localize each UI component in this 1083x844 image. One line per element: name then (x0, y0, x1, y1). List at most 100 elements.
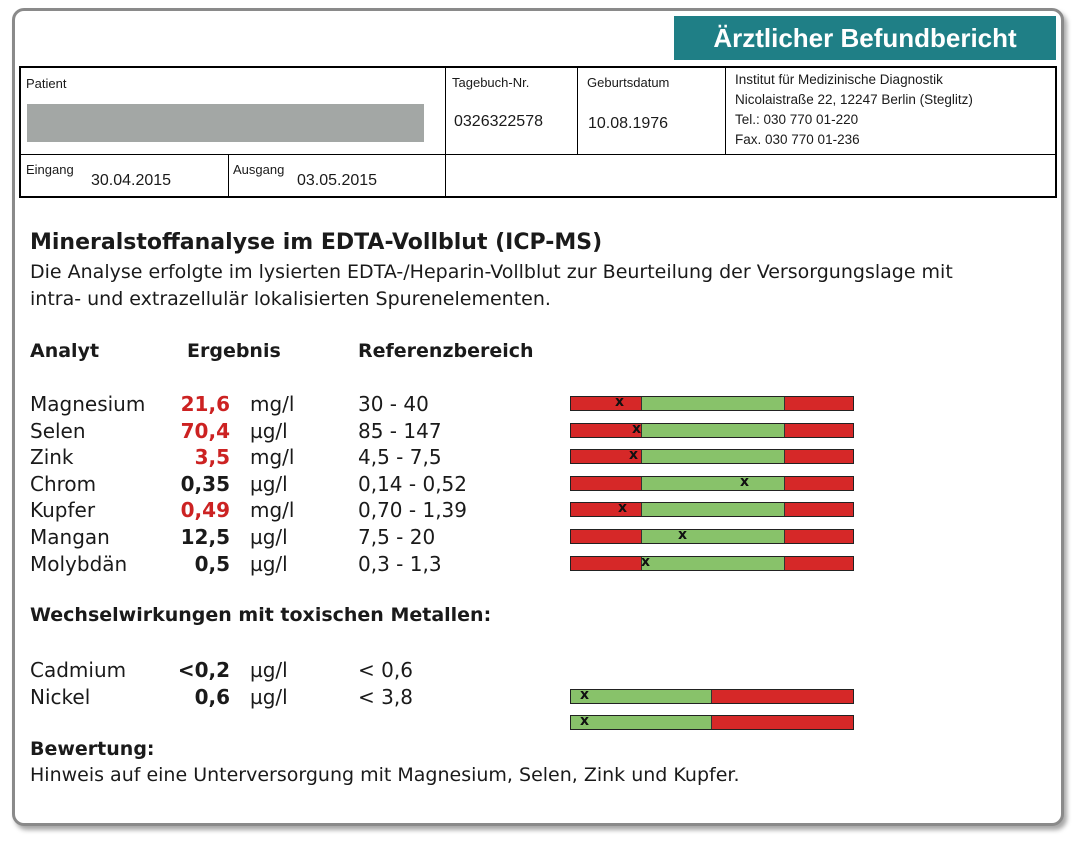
range-low-zone (571, 397, 641, 410)
analyte-reference: 0,14 - 0,52 (358, 471, 467, 496)
range-bar: x (570, 394, 854, 411)
col-ergebnis: Ergebnis (187, 340, 281, 362)
toxic-reference: < 3,8 (358, 685, 413, 709)
institut-block: Institut für Medizinische Diagnostik Nic… (735, 70, 973, 150)
analyte-reference: 4,5 - 7,5 (358, 445, 442, 470)
range-high-zone (785, 397, 853, 410)
analyte-unit: µg/l (250, 418, 288, 443)
bewertung-title: Bewertung: (30, 738, 155, 760)
range-low-zone (571, 503, 641, 517)
analyte-reference: 7,5 - 20 (358, 525, 436, 549)
analyte-value: 0,49 (180, 498, 230, 523)
analyte-reference: 30 - 40 (358, 392, 429, 416)
analyte-name: Magnesium (30, 392, 146, 416)
eingang-value: 30.04.2015 (91, 172, 172, 189)
geburt-value: 10.08.1976 (588, 115, 669, 132)
analyte-value: 0,35 (180, 471, 230, 496)
analyte-value: 3,5 (194, 445, 230, 470)
analyte-unit: mg/l (250, 445, 295, 470)
analyte-reference: 0,70 - 1,39 (358, 498, 467, 523)
range-high-zone (785, 503, 853, 517)
toxic-high-zone (712, 716, 853, 729)
toxic-range-bar: x (570, 687, 854, 704)
range-low-zone (571, 450, 641, 464)
analyte-reference: 85 - 147 (358, 418, 442, 443)
result-marker: x (632, 420, 642, 437)
analyte-name: Mangan (30, 525, 110, 549)
tagebuch-value: 0326322578 (454, 113, 543, 130)
result-marker: x (629, 447, 639, 464)
range-bar: x (570, 553, 854, 571)
range-bar: x (570, 447, 854, 465)
result-marker: x (615, 394, 625, 410)
eingang-label: Eingang (26, 162, 74, 177)
range-normal-zone (641, 556, 785, 570)
analyte-unit: mg/l (250, 498, 295, 523)
institut-name: Institut für Medizinische Diagnostik (735, 72, 943, 87)
analyte-value: 21,6 (180, 392, 230, 416)
toxic-value: <0,2 (177, 658, 230, 682)
patient-name-redacted (27, 104, 424, 142)
result-marker: x (641, 553, 651, 570)
result-marker: x (580, 687, 590, 703)
institut-fax: Fax. 030 770 01-236 (735, 132, 860, 147)
range-normal-zone (641, 423, 785, 437)
analyte-unit: mg/l (250, 392, 295, 416)
analyte-unit: µg/l (250, 471, 288, 496)
range-low-zone (571, 476, 641, 490)
col-analyt: Analyt (30, 340, 100, 362)
result-marker: x (618, 500, 628, 517)
report-title: Ärztlicher Befundbericht (674, 16, 1056, 60)
ausgang-value: 03.05.2015 (297, 172, 378, 189)
range-normal-zone (641, 397, 785, 410)
tagebuch-label: Tagebuch-Nr. (452, 75, 530, 90)
toxic-safe-zone (571, 716, 712, 729)
analyte-reference: 0,3 - 1,3 (358, 551, 442, 576)
report-frame (12, 8, 1064, 826)
analyte-unit: µg/l (250, 525, 288, 549)
range-low-zone (571, 556, 641, 570)
analyte-value: 0,5 (194, 551, 230, 576)
range-bar: x (570, 473, 854, 491)
result-marker: x (740, 473, 750, 490)
toxic-range-bar: x (570, 713, 854, 730)
analyte-name: Molybdän (30, 551, 128, 576)
result-marker: x (678, 527, 688, 543)
analyte-name: Zink (30, 445, 74, 470)
interaction-title: Wechselwirkungen mit toxischen Metallen: (30, 604, 492, 626)
range-normal-zone (641, 503, 785, 517)
analyte-value: 70,4 (180, 418, 230, 443)
toxic-high-zone (712, 690, 853, 703)
range-normal-zone (641, 530, 785, 543)
institut-address: Nicolaistraße 22, 12247 Berlin (Steglitz… (735, 92, 973, 107)
col-referenz: Referenzbereich (358, 340, 534, 362)
range-bar: x (570, 500, 854, 518)
toxic-value: 0,6 (194, 685, 230, 709)
intro-line-2: intra- und extrazellulär lokalisierten S… (30, 288, 551, 310)
analyte-unit: µg/l (250, 551, 288, 576)
analyte-name: Selen (30, 418, 86, 443)
range-bar: x (570, 527, 854, 544)
analyte-value: 12,5 (180, 525, 230, 549)
range-high-zone (785, 423, 853, 437)
result-marker: x (580, 713, 590, 729)
range-high-zone (785, 476, 853, 490)
bewertung-text: Hinweis auf eine Unterversorgung mit Mag… (30, 764, 740, 786)
institut-tel: Tel.: 030 770 01-220 (735, 112, 859, 127)
section-title: Mineralstoffanalyse im EDTA-Vollblut (IC… (30, 230, 603, 255)
range-normal-zone (641, 450, 785, 464)
geburt-label: Geburtsdatum (587, 75, 670, 90)
range-high-zone (785, 530, 853, 543)
toxic-name: Nickel (30, 685, 91, 709)
analyte-name: Kupfer (30, 498, 96, 523)
toxic-reference: < 0,6 (358, 658, 413, 682)
toxic-unit: µg/l (250, 658, 288, 682)
ausgang-label: Ausgang (233, 162, 285, 177)
analyte-name: Chrom (30, 471, 97, 496)
range-low-zone (571, 530, 641, 543)
range-high-zone (785, 450, 853, 464)
range-low-zone (571, 423, 641, 437)
range-bar: x (570, 420, 854, 438)
intro-text: Die Analyse erfolgte im lysierten EDTA-/… (30, 259, 1050, 313)
intro-line-1: Die Analyse erfolgte im lysierten EDTA-/… (30, 261, 953, 283)
